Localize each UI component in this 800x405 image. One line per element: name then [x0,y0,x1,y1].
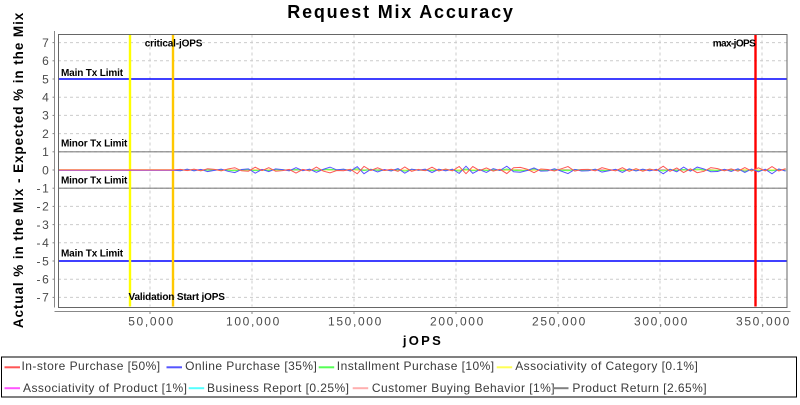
svg-text:Customer Buying Behavior [1%]: Customer Buying Behavior [1%] [372,381,555,395]
svg-text:Associativity of Category [0.1: Associativity of Category [0.1%] [515,359,698,373]
svg-text:Request Mix Accuracy: Request Mix Accuracy [287,2,514,22]
svg-text:critical-jOPS: critical-jOPS [145,39,203,50]
svg-text:350,000: 350,000 [736,314,791,328]
svg-text:1: 1 [42,145,50,159]
svg-text:50,000: 50,000 [128,314,175,328]
svg-text:4: 4 [42,91,50,105]
svg-text:Minor Tx Limit: Minor Tx Limit [61,139,128,150]
svg-text:Installment Purchase [10%]: Installment Purchase [10%] [337,359,495,373]
svg-text:150,000: 150,000 [328,314,383,328]
svg-text:-2: -2 [37,200,51,214]
svg-text:Online Purchase [35%]: Online Purchase [35%] [185,359,317,373]
svg-text:5: 5 [42,72,50,86]
svg-text:250,000: 250,000 [532,314,587,328]
svg-text:-4: -4 [37,236,51,250]
svg-text:Associativity of Product [1%]: Associativity of Product [1%] [23,381,187,395]
svg-text:300,000: 300,000 [634,314,689,328]
svg-text:6: 6 [42,54,50,68]
svg-text:200,000: 200,000 [430,314,485,328]
svg-text:-5: -5 [37,254,51,268]
svg-text:Actual % in the Mix - Expected: Actual % in the Mix - Expected % in the … [11,12,26,328]
svg-text:2: 2 [42,127,50,141]
svg-text:Minor Tx Limit: Minor Tx Limit [61,176,128,187]
svg-text:Validation Start jOPS: Validation Start jOPS [129,292,226,303]
svg-text:-1: -1 [37,182,51,196]
svg-text:-3: -3 [37,218,51,232]
svg-text:0: 0 [42,163,50,177]
svg-text:7: 7 [42,36,50,50]
svg-text:In-store Purchase [50%]: In-store Purchase [50%] [22,359,161,373]
svg-text:Business Report [0.25%]: Business Report [0.25%] [207,381,349,395]
svg-text:max-jOPS: max-jOPS [713,39,756,50]
svg-text:Main Tx Limit: Main Tx Limit [61,249,124,260]
svg-text:100,000: 100,000 [226,314,281,328]
svg-text:3: 3 [42,109,50,123]
svg-text:-6: -6 [37,273,51,287]
svg-text:Product Return [2.65%]: Product Return [2.65%] [572,381,707,395]
svg-text:-7: -7 [37,291,51,305]
svg-text:jOPS: jOPS [402,333,443,348]
svg-text:Main Tx Limit: Main Tx Limit [61,68,124,79]
